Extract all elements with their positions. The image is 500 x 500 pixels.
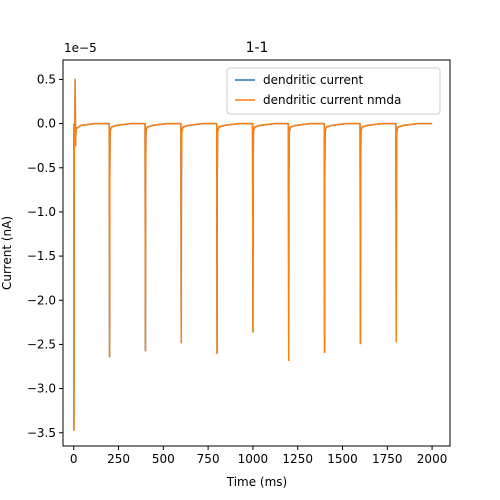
y-tick-label: −1.5 xyxy=(27,249,56,263)
y-tick-label: −0.5 xyxy=(27,161,56,175)
x-tick-label: 0 xyxy=(70,452,78,466)
legend: dendritic current dendritic current nmda xyxy=(226,67,441,115)
y-tick-label: −2.0 xyxy=(27,293,56,307)
x-tick-label: 500 xyxy=(152,452,175,466)
y-axis: 0.5 0.0 −0.5 −1.0 −1.5 −2.0 −2.5 −3.0 −3.5 xyxy=(27,72,63,440)
axes-frame xyxy=(62,59,451,447)
x-tick-label: 250 xyxy=(107,452,130,466)
x-tick-label: 1750 xyxy=(372,452,403,466)
chart-title: 1-1 xyxy=(246,40,269,56)
x-axis-label: Time (ms) xyxy=(226,475,288,489)
y-tick-label: −3.5 xyxy=(27,426,56,440)
y-tick-label: −1.0 xyxy=(27,205,56,219)
y-tick-label: 0.0 xyxy=(37,117,56,131)
x-axis: 0 250 500 750 1000 1250 1500 1750 2000 xyxy=(70,446,447,466)
y-tick-label: −2.5 xyxy=(27,337,56,351)
legend-label-1: dendritic current xyxy=(263,73,364,87)
legend-label-2: dendritic current nmda xyxy=(263,93,401,107)
y-tick-label: −3.0 xyxy=(27,382,56,396)
x-tick-label: 2000 xyxy=(417,452,448,466)
x-tick-label: 750 xyxy=(197,452,220,466)
plot-area xyxy=(73,78,433,431)
y-axis-scale-label: 1e−5 xyxy=(64,41,97,55)
y-tick-label: 0.5 xyxy=(37,72,56,86)
series-line-2 xyxy=(73,78,433,431)
legend-box xyxy=(226,67,441,115)
x-tick-label: 1500 xyxy=(327,452,358,466)
x-tick-label: 1000 xyxy=(238,452,269,466)
y-axis-label: Current (nA) xyxy=(0,216,14,290)
x-tick-label: 1250 xyxy=(282,452,313,466)
